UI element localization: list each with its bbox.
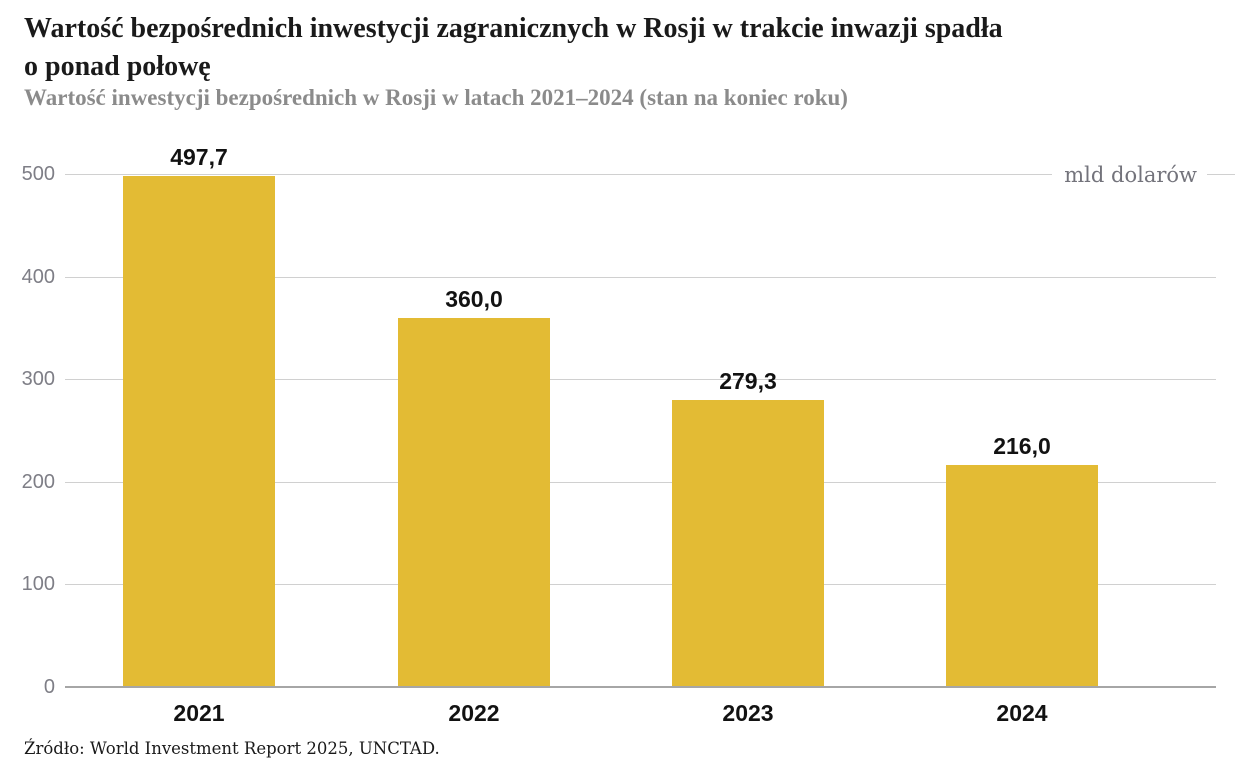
x-tick-label: 2023 — [722, 700, 774, 726]
bar-value-label: 497,7 — [170, 144, 228, 171]
x-tick-label: 2021 — [173, 700, 225, 726]
axis-baseline — [65, 686, 1216, 688]
unit-label: mld dolarów — [1052, 160, 1235, 189]
y-tick-label: 0 — [43, 676, 55, 698]
bar-value-label: 360,0 — [445, 285, 503, 312]
bar-value-label: 216,0 — [993, 433, 1051, 460]
unit-label-text: mld dolarów — [1064, 162, 1197, 187]
gridline — [65, 276, 1216, 278]
bar-value-label: 279,3 — [719, 368, 777, 395]
gridline — [65, 584, 1216, 586]
gridline — [65, 174, 1216, 175]
unit-label-dash — [1207, 174, 1235, 175]
y-tick-label: 200 — [21, 470, 55, 493]
y-tick-label: 500 — [21, 163, 55, 185]
gridline — [65, 379, 1216, 381]
bar-2022 — [398, 317, 550, 687]
bar-2024 — [946, 465, 1098, 687]
source-note: Źródło: World Investment Report 2025, UN… — [24, 739, 440, 758]
gridline — [65, 481, 1216, 483]
chart-title: Wartość bezpośrednich inwestycji zagrani… — [24, 13, 1003, 82]
bar-2021 — [123, 176, 275, 687]
y-tick-label: 100 — [21, 573, 55, 596]
x-tick-label: 2022 — [448, 700, 500, 726]
bar-2023 — [672, 400, 824, 687]
x-tick-label: 2024 — [996, 700, 1048, 726]
y-tick-label: 300 — [21, 368, 55, 391]
chart-subtitle: Wartość inwestycji bezpośrednich w Rosji… — [24, 85, 848, 110]
y-tick-label: 400 — [21, 265, 55, 288]
